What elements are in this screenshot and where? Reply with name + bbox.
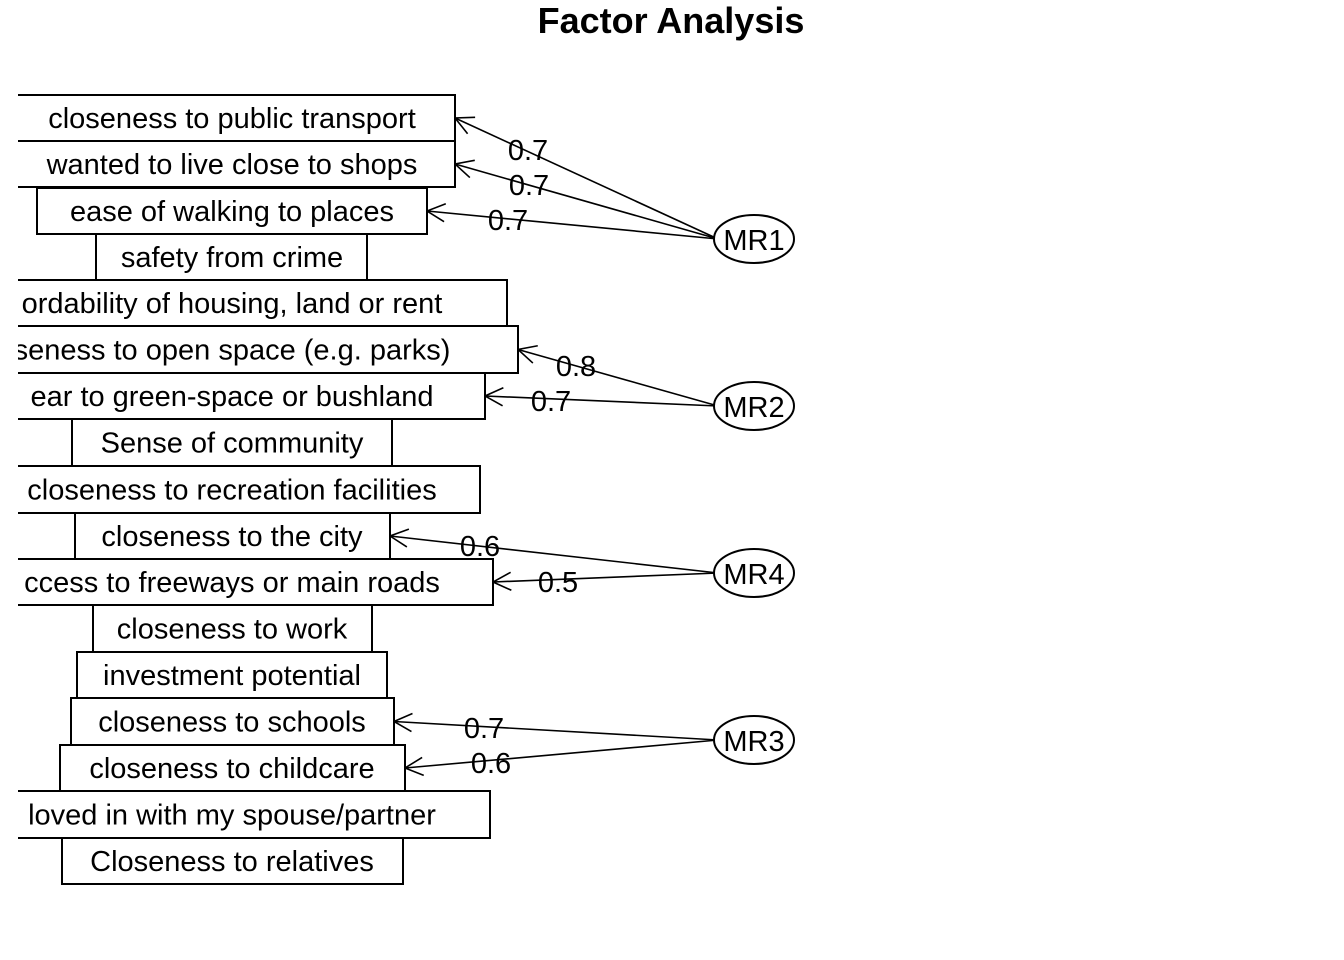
loading-line bbox=[517, 348, 719, 407]
variable-label: ccess to freeways or main roads bbox=[24, 567, 440, 599]
variable-box bbox=[70, 697, 395, 746]
factor-ellipse bbox=[713, 715, 795, 765]
factor-label: MR1 bbox=[723, 225, 784, 257]
variable-label: seness to open space (e.g. parks) bbox=[14, 335, 451, 367]
variable-box bbox=[18, 279, 508, 327]
loading-edge bbox=[392, 712, 719, 741]
variable-box bbox=[18, 558, 494, 606]
variable-node: Sense of community bbox=[71, 418, 393, 467]
variable-label: Closeness to relatives bbox=[90, 846, 374, 878]
variable-node: loved in with my spouse/partner bbox=[18, 790, 491, 839]
variable-node: closeness to schools bbox=[70, 697, 395, 746]
variable-node: Closeness to relatives bbox=[61, 837, 404, 885]
variable-label: closeness to work bbox=[117, 614, 348, 646]
variable-box bbox=[76, 651, 388, 699]
variable-box bbox=[74, 512, 391, 560]
factor-ellipse bbox=[713, 381, 795, 431]
loading-value: 0.5 bbox=[538, 567, 578, 599]
variable-label: ear to green-space or bushland bbox=[30, 381, 433, 413]
factor-node: MR1 bbox=[713, 214, 795, 264]
loading-value: 0.7 bbox=[509, 170, 549, 202]
variable-box bbox=[18, 94, 456, 142]
variable-label: ordability of housing, land or rent bbox=[22, 288, 443, 320]
variable-label: closeness to schools bbox=[98, 707, 366, 739]
variable-label: safety from crime bbox=[121, 242, 343, 274]
variable-box bbox=[59, 744, 406, 792]
variable-node: ease of walking to places bbox=[36, 187, 428, 235]
variable-label: closeness to public transport bbox=[48, 103, 416, 135]
variable-box bbox=[18, 465, 481, 514]
diagram-title: Factor Analysis bbox=[538, 0, 805, 41]
loading-edges bbox=[388, 116, 719, 777]
factor-node: MR3 bbox=[713, 715, 795, 765]
variable-label: Sense of community bbox=[101, 428, 364, 460]
loading-edge bbox=[403, 739, 719, 777]
variable-node: ordability of housing, land or rent bbox=[18, 279, 508, 327]
variable-boxes: closeness to public transport wanted to l… bbox=[14, 94, 519, 885]
variable-box bbox=[18, 325, 519, 374]
variable-node: closeness to public transport bbox=[18, 94, 456, 142]
variable-box bbox=[61, 837, 404, 885]
loading-value: 0.8 bbox=[556, 351, 596, 383]
variable-label: closeness to recreation facilities bbox=[27, 475, 436, 507]
variable-box bbox=[18, 790, 491, 839]
loading-line bbox=[492, 572, 719, 583]
variable-node: ear to green-space or bushland bbox=[18, 372, 486, 420]
factor-node: MR4 bbox=[713, 548, 795, 598]
loading-value: 0.7 bbox=[508, 135, 548, 167]
loading-value: 0.6 bbox=[460, 531, 500, 563]
loading-line bbox=[454, 163, 719, 240]
loading-edge bbox=[425, 203, 719, 240]
variable-node: closeness to work bbox=[92, 604, 373, 653]
loading-line bbox=[404, 739, 719, 769]
variable-node: closeness to the city bbox=[74, 512, 391, 560]
variable-label: closeness to the city bbox=[101, 521, 363, 553]
loading-value: 0.7 bbox=[531, 386, 571, 418]
loading-line bbox=[454, 117, 719, 240]
factor-label: MR2 bbox=[723, 392, 784, 424]
loading-value: 0.7 bbox=[464, 713, 504, 745]
loading-line bbox=[426, 210, 719, 240]
loading-value: 0.6 bbox=[471, 748, 511, 780]
loading-line bbox=[393, 720, 719, 741]
factor-ellipse bbox=[713, 214, 795, 264]
variable-label: ease of walking to places bbox=[70, 196, 394, 228]
variable-node: closeness to childcare bbox=[59, 744, 406, 792]
factor-label: MR4 bbox=[723, 559, 784, 591]
loading-value: 0.7 bbox=[488, 205, 528, 237]
variable-box bbox=[92, 604, 373, 653]
loading-line bbox=[389, 535, 719, 574]
variable-label: investment potential bbox=[103, 660, 361, 692]
variable-node: seness to open space (e.g. parks) bbox=[14, 325, 519, 374]
variable-node: investment potential bbox=[76, 651, 388, 699]
variable-node: safety from crime bbox=[95, 233, 368, 281]
factor-ellipse bbox=[713, 548, 795, 598]
variable-box bbox=[18, 372, 486, 420]
factor-label: MR3 bbox=[723, 726, 784, 758]
variable-node: ccess to freeways or main roads bbox=[18, 558, 494, 606]
variable-label: wanted to live close to shops bbox=[46, 149, 418, 181]
variable-node: closeness to recreation facilities bbox=[18, 465, 481, 514]
loading-labels: 0.70.70.70.80.70.60.50.70.6 bbox=[460, 135, 596, 780]
factor-ellipses: MR1 MR2 MR4 MR3 bbox=[713, 214, 795, 765]
variable-node: wanted to live close to shops bbox=[18, 140, 456, 188]
variable-label: closeness to childcare bbox=[89, 753, 374, 785]
variable-label: loved in with my spouse/partner bbox=[28, 800, 436, 832]
loading-line bbox=[484, 395, 719, 407]
loading-edge bbox=[491, 571, 719, 592]
factor-node: MR2 bbox=[713, 381, 795, 431]
